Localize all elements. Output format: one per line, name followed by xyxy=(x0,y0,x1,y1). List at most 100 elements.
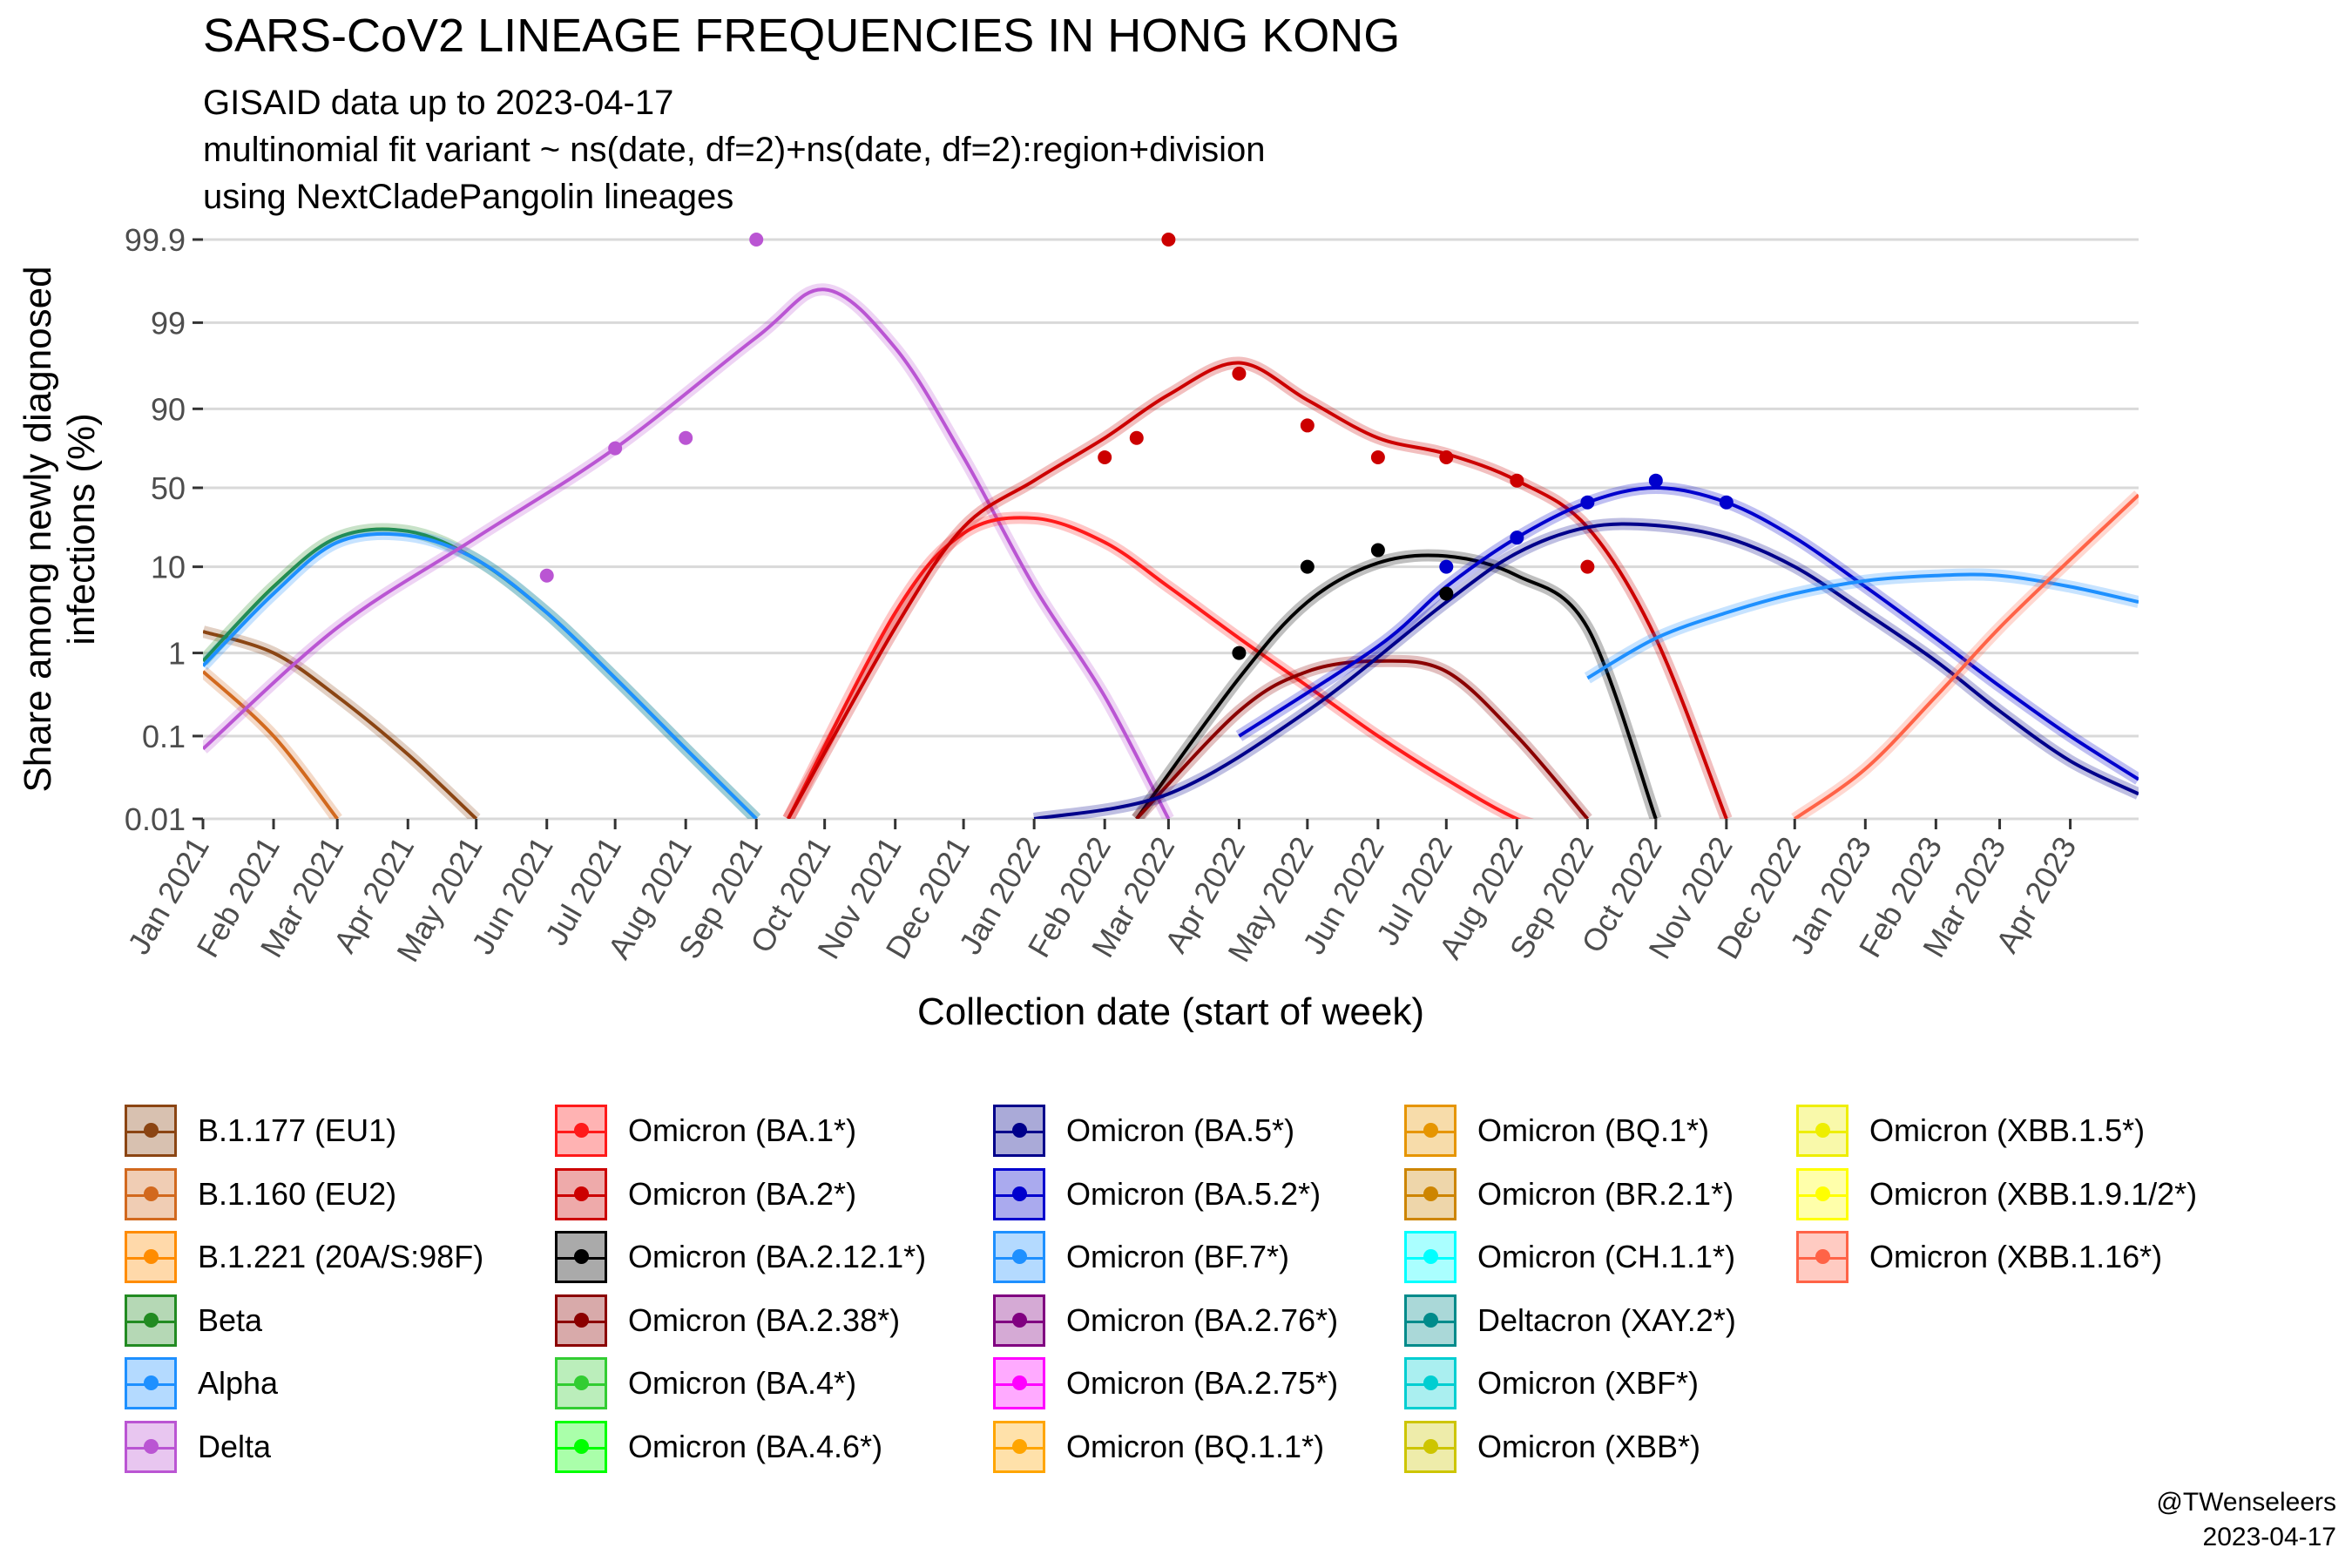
legend-key-icon xyxy=(1404,1357,1456,1409)
data-point xyxy=(1232,645,1247,660)
legend-item: Omicron (BA.1*) xyxy=(555,1101,856,1160)
legend-key-icon xyxy=(555,1357,607,1409)
legend-key-icon xyxy=(993,1294,1045,1347)
legend-key-icon xyxy=(1404,1167,1456,1220)
data-point xyxy=(1580,495,1595,510)
data-point xyxy=(1439,586,1454,601)
data-point xyxy=(679,430,693,445)
legend-label: Omicron (BQ.1*) xyxy=(1477,1112,1710,1148)
legend-item: Omicron (BF.7*) xyxy=(993,1227,1289,1287)
data-point xyxy=(1510,531,1524,545)
legend-label: Omicron (BA.5.2*) xyxy=(1066,1175,1321,1212)
legend-key-icon xyxy=(125,1105,177,1157)
legend-item: B.1.160 (EU2) xyxy=(125,1165,396,1224)
legend-item: Omicron (BQ.1*) xyxy=(1404,1101,1709,1160)
legend-item: Delta xyxy=(125,1417,271,1477)
legend-label: Deltacron (XAY.2*) xyxy=(1477,1301,1736,1338)
legend-label: Omicron (XBB.1.9.1/2*) xyxy=(1869,1175,2198,1212)
legend-dot-icon xyxy=(574,1186,589,1201)
y-axis-title: infections (%) xyxy=(60,413,103,645)
x-axis-title: Collection date (start of week) xyxy=(917,990,1424,1033)
series-line xyxy=(787,361,1728,819)
series-band xyxy=(1132,549,1662,819)
legend-label: Omicron (BA.2.76*) xyxy=(1066,1301,1339,1338)
legend-label: Beta xyxy=(198,1301,263,1338)
legend-label: Omicron (BA.2.12.1*) xyxy=(628,1239,927,1274)
legend-item: Deltacron (XAY.2*) xyxy=(1404,1291,1736,1350)
legend-key-icon xyxy=(1404,1105,1456,1157)
series-line xyxy=(787,516,1522,819)
legend-item: Omicron (BA.2.12.1*) xyxy=(555,1227,926,1287)
legend-item: Omicron (XBB*) xyxy=(1404,1417,1700,1477)
data-point xyxy=(1300,418,1315,433)
legend-item: Omicron (XBF*) xyxy=(1404,1354,1699,1413)
legend-key-icon xyxy=(1796,1167,1848,1220)
legend-item: Omicron (BA.4.6*) xyxy=(555,1417,882,1477)
legend-label: Alpha xyxy=(198,1365,279,1401)
legend-dot-icon xyxy=(144,1186,159,1201)
legend-item: Omicron (BA.2.38*) xyxy=(555,1291,900,1350)
legend-item: B.1.177 (EU1) xyxy=(125,1101,396,1160)
legend-dot-icon xyxy=(574,1312,589,1328)
legend-key-icon xyxy=(993,1167,1045,1220)
legend-label: Delta xyxy=(198,1428,272,1464)
legend-dot-icon xyxy=(1012,1186,1027,1201)
legend-dot-icon xyxy=(1012,1312,1027,1328)
legend-key-icon xyxy=(993,1231,1045,1283)
series-line xyxy=(1238,485,2139,781)
data-point xyxy=(1098,450,1112,465)
series-line xyxy=(1135,659,1589,819)
data-point xyxy=(1232,366,1247,381)
legend-label: B.1.221 (20A/S:98F) xyxy=(198,1239,484,1274)
legend-label: Omicron (BA.2.38*) xyxy=(628,1301,901,1338)
legend-dot-icon xyxy=(574,1123,589,1138)
legend-item: Alpha xyxy=(125,1354,278,1413)
legend-key-icon xyxy=(993,1420,1045,1473)
legend-item: Omicron (BA.2*) xyxy=(555,1165,856,1224)
legend-item: Omicron (BA.2.75*) xyxy=(993,1354,1338,1413)
legend-key-icon xyxy=(993,1357,1045,1409)
legend-dot-icon xyxy=(144,1312,159,1328)
y-tick-label: 0.01 xyxy=(125,801,186,837)
legend-key-icon xyxy=(1796,1231,1848,1283)
credit-date: 2023-04-17 xyxy=(2202,1523,2336,1551)
legend-label: Omicron (XBB*) xyxy=(1477,1428,1701,1464)
legend-dot-icon xyxy=(1815,1123,1830,1138)
legend-key-icon xyxy=(125,1294,177,1347)
legend-dot-icon xyxy=(1423,1186,1438,1201)
legend-dot-icon xyxy=(144,1438,159,1454)
legend-key-icon xyxy=(555,1294,607,1347)
legend-key-icon xyxy=(1404,1294,1456,1347)
series-line xyxy=(1794,493,2139,819)
series-line xyxy=(203,630,478,819)
legend-dot-icon xyxy=(144,1375,159,1390)
legend-dot-icon xyxy=(1012,1249,1027,1264)
data-point xyxy=(1719,495,1734,510)
legend-key-icon xyxy=(1796,1105,1848,1157)
legend-key-icon xyxy=(125,1231,177,1283)
legend-dot-icon xyxy=(1012,1375,1027,1390)
legend-dot-icon xyxy=(1423,1312,1438,1328)
data-point xyxy=(749,233,764,247)
legend-label: Omicron (BF.7*) xyxy=(1066,1239,1290,1274)
legend-label: B.1.160 (EU2) xyxy=(198,1175,397,1212)
legend-item: Omicron (BA.5*) xyxy=(993,1101,1294,1160)
y-tick-label: 99.9 xyxy=(125,222,186,258)
legend-dot-icon xyxy=(144,1249,159,1264)
data-point xyxy=(1580,559,1595,574)
legend-item: Omicron (CH.1.1*) xyxy=(1404,1227,1735,1287)
legend-item: Omicron (XBB.1.16*) xyxy=(1796,1227,2162,1287)
legend-dot-icon xyxy=(1012,1123,1027,1138)
y-tick-label: 0.1 xyxy=(142,719,186,754)
legend-label: Omicron (XBB.1.5*) xyxy=(1869,1112,2146,1148)
series-band xyxy=(203,283,1174,819)
series-band xyxy=(203,625,481,819)
subtitle-line-3: using NextCladePangolin lineages xyxy=(203,178,734,216)
legend-item: Omicron (BA.5.2*) xyxy=(993,1165,1321,1224)
legend-label: Omicron (BA.2*) xyxy=(628,1175,857,1212)
legend-dot-icon xyxy=(1423,1123,1438,1138)
legend-item: Omicron (XBB.1.5*) xyxy=(1796,1101,2145,1160)
y-axis-title: Share among newly diagnosed xyxy=(17,266,59,792)
credit-author: @TWenseleers xyxy=(2156,1488,2336,1517)
legend-dot-icon xyxy=(144,1123,159,1138)
